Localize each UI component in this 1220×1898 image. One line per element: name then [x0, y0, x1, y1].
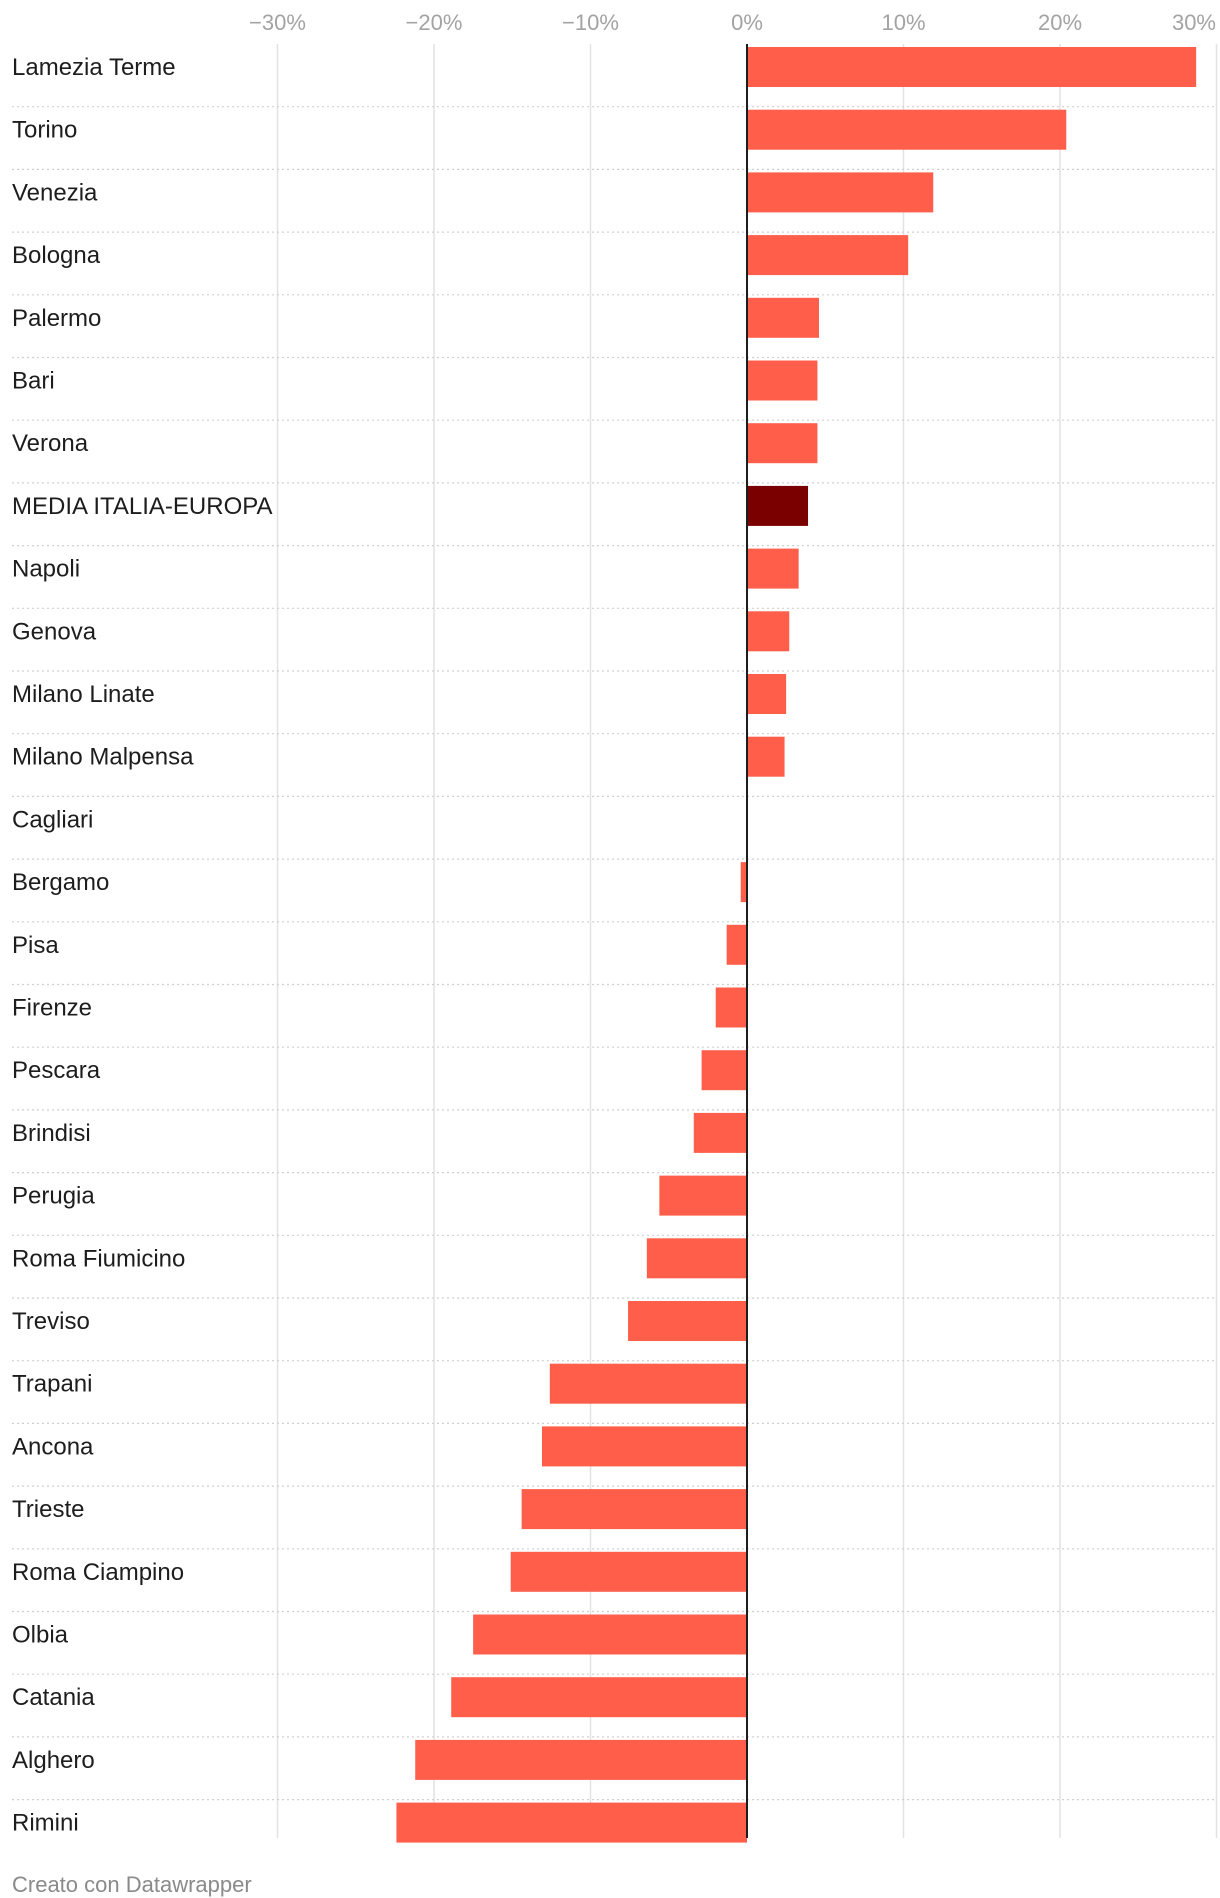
bar [740, 862, 747, 903]
category-label: MEDIA ITALIA-EUROPA [12, 493, 273, 520]
bar [521, 1489, 747, 1530]
bar [747, 736, 785, 777]
bar [396, 1802, 747, 1843]
category-label: Firenze [12, 995, 92, 1022]
bar [747, 297, 819, 338]
bar [747, 360, 818, 401]
bars [396, 47, 1197, 1843]
bar [451, 1677, 747, 1718]
x-tick-label: −20% [406, 10, 463, 35]
bar [747, 674, 787, 714]
bar [473, 1614, 747, 1655]
bar [693, 1112, 747, 1153]
category-label: Lamezia Terme [12, 54, 176, 81]
category-label: Alghero [12, 1747, 95, 1774]
bar [549, 1363, 747, 1404]
category-label: Milano Malpensa [12, 744, 194, 771]
category-label: Trapani [12, 1371, 92, 1398]
bar [747, 47, 1197, 87]
x-tick-label: 10% [881, 10, 925, 35]
bar [628, 1301, 747, 1341]
bar [747, 235, 909, 276]
category-label: Trieste [12, 1496, 84, 1523]
bar [747, 611, 790, 652]
bar [659, 1175, 747, 1216]
x-tick-label: 30% [1172, 10, 1216, 35]
bar [701, 1050, 747, 1091]
bar [510, 1551, 747, 1592]
bar [415, 1739, 747, 1780]
category-label: Pisa [12, 932, 59, 959]
grid-lines [276, 44, 1218, 1838]
x-axis-ticks: −30% −20% −10% 0% 10% 20% 30% [249, 10, 1216, 35]
category-label: Catania [12, 1684, 95, 1711]
x-tick-label: 0% [731, 10, 763, 35]
category-label: Bologna [12, 242, 101, 269]
category-label: Cagliari [12, 806, 93, 833]
category-label: Brindisi [12, 1120, 91, 1147]
bar [646, 1238, 747, 1279]
category-label: Genova [12, 618, 97, 645]
bar [747, 423, 818, 464]
row-separators [12, 106, 1216, 1801]
category-label: Napoli [12, 556, 80, 583]
category-label: Perugia [12, 1183, 95, 1210]
category-label: Treviso [12, 1308, 90, 1335]
category-label: Olbia [12, 1622, 69, 1649]
category-label: Bari [12, 368, 55, 395]
category-label: Pescara [12, 1057, 101, 1084]
x-tick-label: −10% [562, 10, 619, 35]
bar [715, 987, 747, 1028]
category-label: Milano Linate [12, 681, 155, 708]
category-label: Verona [12, 430, 89, 457]
x-tick-label: −30% [249, 10, 306, 35]
x-tick-label: 20% [1038, 10, 1082, 35]
category-label: Ancona [12, 1433, 94, 1460]
bar [747, 548, 799, 589]
bar [726, 924, 747, 965]
bar [747, 109, 1067, 150]
category-label: Roma Fiumicino [12, 1245, 185, 1272]
bar [541, 1426, 747, 1467]
category-label: Torino [12, 117, 77, 144]
category-label: Palermo [12, 305, 101, 332]
bar [747, 485, 809, 526]
credit-text: Creato con Datawrapper [12, 1872, 252, 1897]
category-label: Bergamo [12, 869, 109, 896]
category-label: Venezia [12, 179, 98, 206]
category-labels: Lamezia Terme Torino Venezia Bologna Palermo… [12, 54, 273, 1837]
bar [747, 172, 934, 213]
category-label: Roma Ciampino [12, 1559, 184, 1586]
category-label: Rimini [12, 1810, 79, 1837]
